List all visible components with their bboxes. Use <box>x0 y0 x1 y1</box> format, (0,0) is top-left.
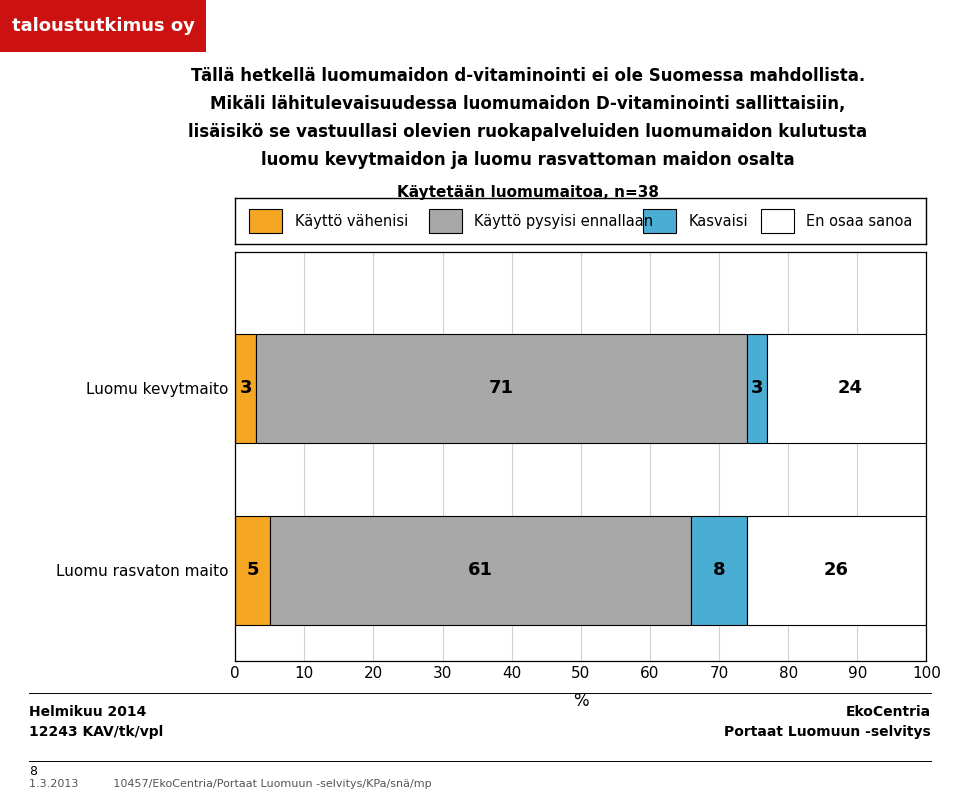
Bar <box>760 209 794 233</box>
Text: En osaa sanoa: En osaa sanoa <box>806 214 913 228</box>
Text: 3: 3 <box>239 380 252 397</box>
Bar <box>235 334 256 443</box>
Bar <box>429 209 462 233</box>
Text: 1.3.2013          10457/EkoCentria/Portaat Luomuun -selvitys/KPa/snä/mp: 1.3.2013 10457/EkoCentria/Portaat Luomuu… <box>29 779 431 788</box>
Text: Mikäli lähitulevaisuudessa luomumaidon D-vitaminointi sallittaisiin,: Mikäli lähitulevaisuudessa luomumaidon D… <box>210 95 846 113</box>
Bar <box>270 516 691 625</box>
Text: 8: 8 <box>712 561 726 579</box>
X-axis label: %: % <box>573 692 588 710</box>
Text: Käyttö pysyisi ennallaan: Käyttö pysyisi ennallaan <box>474 214 654 228</box>
Text: 61: 61 <box>468 561 493 579</box>
Text: Käytetään luomumaitoa, n=38: Käytetään luomumaitoa, n=38 <box>397 185 659 199</box>
Text: 3: 3 <box>751 380 763 397</box>
Bar <box>747 516 926 625</box>
Text: Kasvaisi: Kasvaisi <box>688 214 748 228</box>
Text: 26: 26 <box>824 561 849 579</box>
Text: Käyttö vähenisi: Käyttö vähenisi <box>295 214 408 228</box>
Bar <box>643 209 676 233</box>
Bar <box>235 516 270 625</box>
Bar <box>691 516 747 625</box>
Text: lisäisikö se vastuullasi olevien ruokapalveluiden luomumaidon kulutusta: lisäisikö se vastuullasi olevien ruokapa… <box>188 123 868 141</box>
Text: Portaat Luomuun -selvitys: Portaat Luomuun -selvitys <box>725 725 931 739</box>
Text: 71: 71 <box>489 380 514 397</box>
Text: Tällä hetkellä luomumaidon d-vitaminointi ei ole Suomessa mahdollista.: Tällä hetkellä luomumaidon d-vitaminoint… <box>191 67 865 85</box>
Text: 5: 5 <box>246 561 259 579</box>
Text: Helmikuu 2014: Helmikuu 2014 <box>29 705 146 718</box>
Text: EkoCentria: EkoCentria <box>846 705 931 718</box>
Text: taloustutkimus oy: taloustutkimus oy <box>12 17 195 35</box>
Text: luomu kevytmaidon ja luomu rasvattoman maidon osalta: luomu kevytmaidon ja luomu rasvattoman m… <box>261 151 795 169</box>
Bar <box>747 334 767 443</box>
Text: 24: 24 <box>838 380 863 397</box>
Bar <box>256 334 747 443</box>
Bar <box>767 334 933 443</box>
Bar <box>249 209 282 233</box>
Text: 8: 8 <box>29 765 36 778</box>
Text: 12243 KAV/tk/vpl: 12243 KAV/tk/vpl <box>29 725 163 739</box>
